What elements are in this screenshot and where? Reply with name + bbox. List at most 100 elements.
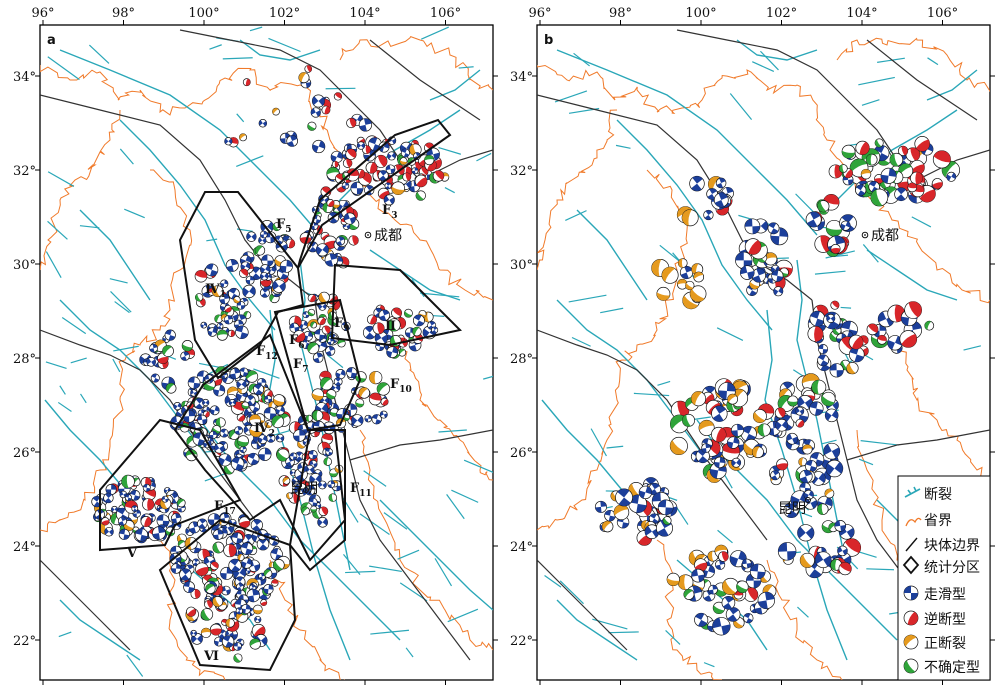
focal-mechanism-beachball xyxy=(249,414,262,427)
fault-segment xyxy=(877,57,905,63)
focal-mechanism-beachball xyxy=(252,383,265,396)
fault-segment xyxy=(253,368,280,379)
focal-mechanism-beachball xyxy=(164,329,176,341)
focal-mechanism-beachball xyxy=(889,152,904,167)
fault-segment xyxy=(862,244,879,263)
focal-mechanism-beachball xyxy=(814,551,832,569)
focal-mechanism-beachball xyxy=(380,397,389,406)
focal-mechanism-beachball xyxy=(242,284,256,299)
focal-mechanism-beachball xyxy=(374,154,388,168)
focal-mechanism-beachball xyxy=(432,170,445,182)
focal-mechanism-beachball xyxy=(385,164,396,175)
focal-mechanism-beachball xyxy=(211,285,224,298)
block-boundary xyxy=(676,29,990,181)
focal-mechanism-beachball xyxy=(104,526,114,537)
province-boundary xyxy=(836,37,990,93)
fault-segment xyxy=(268,37,301,53)
province-boundary xyxy=(895,339,990,481)
fault-segment xyxy=(113,345,139,352)
focal-mechanism-beachball xyxy=(657,499,674,516)
focal-mechanism-beachball xyxy=(365,161,378,174)
fault-segment xyxy=(559,580,584,605)
fault-line xyxy=(556,599,638,661)
lon-tick-label: 98° xyxy=(609,6,632,21)
focal-mechanism-beachball xyxy=(111,505,119,513)
focal-mechanism-beachball xyxy=(903,610,919,626)
focal-mechanism-beachball xyxy=(368,392,382,406)
focal-mechanism-beachball xyxy=(770,470,781,481)
focal-mechanism-beachball xyxy=(383,194,395,206)
focal-mechanism-beachball xyxy=(331,160,339,168)
focal-mechanism-beachball xyxy=(134,528,149,542)
focal-mechanism-beachball xyxy=(904,301,922,319)
province-boundary xyxy=(815,109,990,304)
fault-segment xyxy=(615,144,631,149)
panel-a-map xyxy=(40,26,493,680)
focal-mechanism-beachball xyxy=(237,553,245,561)
focal-mechanism-beachball xyxy=(264,420,273,429)
fault-segment xyxy=(57,401,72,413)
focal-mechanism-beachball xyxy=(241,557,253,569)
focal-mechanism-beachball xyxy=(787,395,799,407)
fault-segment xyxy=(797,606,809,618)
focal-mechanism-beachball xyxy=(731,457,742,468)
focal-mechanism-beachball xyxy=(615,488,633,507)
zone-legend-icon xyxy=(902,555,920,575)
focal-mechanism-beachball xyxy=(259,271,269,281)
focal-mechanism-beachball xyxy=(676,278,688,290)
fault-F6-label: F6 xyxy=(289,333,305,351)
focal-mechanism-beachball xyxy=(173,401,182,411)
focal-mechanism-beachball xyxy=(311,94,325,108)
focal-mechanism-beachball xyxy=(250,518,263,532)
fault-segment xyxy=(47,56,80,81)
focal-mechanism-beachball xyxy=(249,638,261,650)
focal-mechanism-beachball xyxy=(286,135,298,147)
zone-IV1-label: Ⅳ1 xyxy=(205,282,226,300)
focal-mechanism-beachball xyxy=(245,370,259,383)
focal-mechanism-beachball xyxy=(924,320,935,331)
focal-mechanism-beachball xyxy=(743,587,759,602)
focal-mechanism-beachball xyxy=(662,516,672,525)
focal-mechanism-beachball xyxy=(712,617,731,636)
focal-mechanism-beachball xyxy=(238,516,251,529)
focal-mechanism-beachball xyxy=(341,181,350,190)
focal-mechanism-beachball xyxy=(307,342,320,355)
fault-segment xyxy=(236,155,264,167)
focal-mechanism-beachball xyxy=(318,291,330,304)
fault-segment xyxy=(911,216,932,228)
block-boundary xyxy=(369,39,481,121)
focal-mechanism-beachball xyxy=(220,566,234,580)
focal-mechanism-beachball xyxy=(259,264,271,275)
province-boundary xyxy=(766,559,843,680)
lat-tick-label: 24° xyxy=(13,540,36,555)
focal-mechanism-beachball xyxy=(179,568,192,581)
focal-mechanism-beachball xyxy=(152,526,166,540)
lon-tick-label: 104° xyxy=(846,6,877,21)
focal-mechanism-beachball xyxy=(220,279,229,288)
focal-mechanism-beachball xyxy=(212,596,224,607)
lat-tick-label: 26° xyxy=(510,446,533,461)
fault-F3-label: F3 xyxy=(382,203,398,221)
focal-mechanism-beachball xyxy=(323,457,332,466)
focal-mechanism-beachball xyxy=(180,351,190,361)
fault-segment xyxy=(58,631,72,638)
focal-mechanism-beachball xyxy=(613,504,630,521)
focal-mechanism-beachball xyxy=(701,443,711,453)
focal-mechanism-beachball xyxy=(342,158,353,168)
lat-tick-label: 34° xyxy=(510,70,533,85)
fault-segment xyxy=(606,445,624,449)
focal-mechanism-beachball xyxy=(227,329,236,338)
focal-mechanism-beachball xyxy=(294,482,308,497)
block-boundary xyxy=(846,429,990,461)
block-boundary xyxy=(179,29,493,181)
fault-segment xyxy=(608,631,639,634)
focal-mechanism-beachball xyxy=(270,548,283,561)
fault-segment xyxy=(463,459,493,473)
focal-mechanism-beachball xyxy=(275,405,285,416)
focal-mechanism-beachball xyxy=(351,414,364,427)
zone-polygon xyxy=(297,118,452,269)
focal-mechanism-beachball xyxy=(817,200,830,213)
focal-mechanism-beachball xyxy=(308,497,318,507)
panel-b-letter: b xyxy=(544,33,553,48)
focal-mechanism-beachball xyxy=(840,220,851,231)
